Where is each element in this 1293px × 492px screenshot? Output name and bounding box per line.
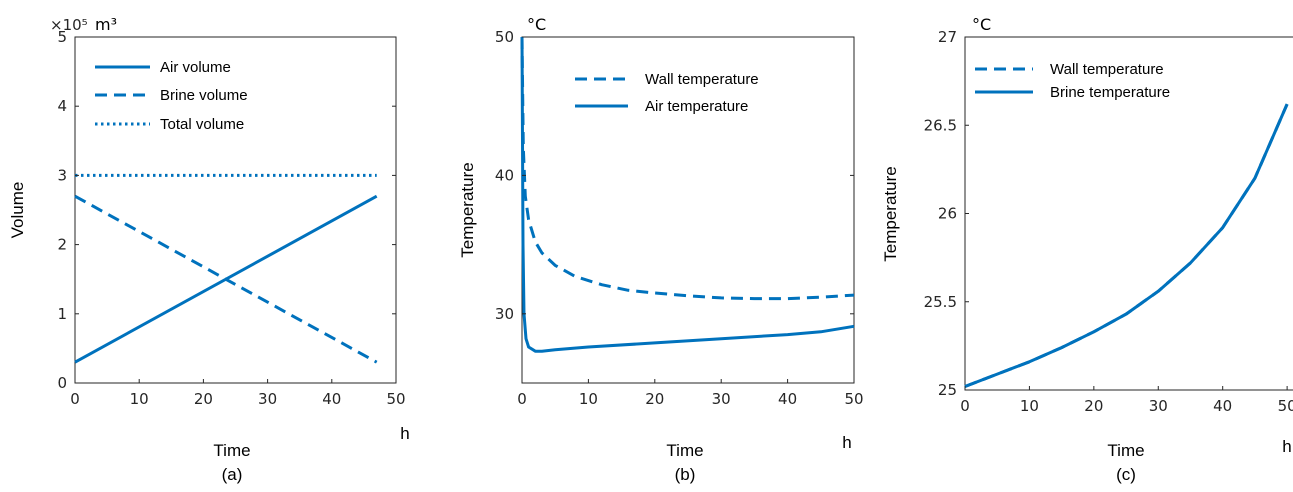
legend-label-brine-temperature: Brine temperature <box>1050 84 1170 101</box>
y-tick-label: 40 <box>495 166 514 184</box>
y-tick-label: 25.5 <box>924 293 957 311</box>
y-axis-label-c: Temperature <box>881 166 900 261</box>
y-tick-label: 2 <box>57 236 67 254</box>
series-line-brine-temperature <box>964 103 1289 388</box>
legend-label-air-volume: Air volume <box>160 59 231 76</box>
panel-label-b: (b) <box>675 465 696 484</box>
panel-label-a: (a) <box>222 465 243 484</box>
x-tick-label: 40 <box>1213 397 1232 415</box>
y-tick-label: 26 <box>938 205 957 223</box>
x-tick-label: 0 <box>960 397 970 415</box>
legend-label-wall-temperature-b: Wall temperature <box>645 71 759 88</box>
y-exponent-a: ×10⁵ <box>50 16 88 34</box>
panel-label-c: (c) <box>1116 465 1136 484</box>
x-unit-c: h <box>1282 437 1291 456</box>
y-unit-b: °C <box>527 15 546 34</box>
legend-label-total-volume: Total volume <box>160 116 244 133</box>
series-line-brine-volume <box>74 194 378 364</box>
y-tick-label: 0 <box>57 374 67 392</box>
legend-label-brine-volume: Brine volume <box>160 87 248 104</box>
x-tick-label: 50 <box>386 390 405 408</box>
legend-label-air-temperature: Air temperature <box>645 98 748 115</box>
x-unit-b: h <box>842 433 851 452</box>
x-axis-label-b: Time <box>666 441 703 460</box>
legend-c: Wall temperature Brine temperature <box>975 61 1170 101</box>
x-tick-label: 10 <box>130 390 149 408</box>
plot-frame-b <box>521 36 855 384</box>
y-tick-label: 4 <box>57 97 67 115</box>
series-line-air-temperature <box>520 36 855 353</box>
series-line-wall-temperature <box>520 36 855 301</box>
series-group-c <box>964 103 1289 388</box>
x-tick-label: 10 <box>579 390 598 408</box>
legend-a: Air volume Brine volume Total volume <box>95 59 248 133</box>
x-tick-label: 30 <box>1149 397 1168 415</box>
x-tick-label: 0 <box>70 390 80 408</box>
panel-c: 0 10 20 30 40 50 25 25.5 26 26.5 27 °C Temperature… <box>881 15 1293 484</box>
y-tick-label: 26.5 <box>924 116 957 134</box>
y-tick-label: 5 <box>57 28 67 46</box>
y-axis-label-a: Volume <box>8 182 27 239</box>
legend-label-wall-temperature-c: Wall temperature <box>1050 61 1164 78</box>
y-tick-label: 27 <box>938 28 957 46</box>
x-tick-label: 40 <box>778 390 797 408</box>
plot-frame-a <box>74 36 397 384</box>
y-axis-label-b: Temperature <box>458 162 477 257</box>
x-unit-a: h <box>400 424 409 443</box>
x-tick-label: 20 <box>645 390 664 408</box>
x-tick-label: 20 <box>194 390 213 408</box>
ticks-b: 0 10 20 30 40 50 30 40 50 <box>495 28 864 408</box>
x-tick-label: 0 <box>517 390 527 408</box>
x-tick-label: 30 <box>258 390 277 408</box>
x-axis-label-a: Time <box>213 441 250 460</box>
ticks-a: 0 10 20 30 40 50 0 1 2 3 4 5 <box>57 28 405 408</box>
ticks-c: 0 10 20 30 40 50 25 25.5 26 26.5 27 <box>924 28 1293 415</box>
series-group-b <box>520 36 855 353</box>
y-tick-label: 1 <box>57 305 67 323</box>
y-unit-a: m³ <box>95 15 117 34</box>
y-tick-label: 50 <box>495 28 514 46</box>
series-group-a <box>74 173 378 364</box>
x-tick-label: 50 <box>844 390 863 408</box>
x-tick-label: 20 <box>1084 397 1103 415</box>
series-line-wall-temperature <box>964 103 1289 388</box>
x-axis-label-c: Time <box>1107 441 1144 460</box>
y-tick-label: 25 <box>938 381 957 399</box>
x-tick-label: 50 <box>1278 397 1293 415</box>
x-tick-label: 40 <box>322 390 341 408</box>
y-unit-c: °C <box>972 15 991 34</box>
x-tick-label: 30 <box>712 390 731 408</box>
legend-b: Wall temperature Air temperature <box>575 71 759 115</box>
y-tick-label: 30 <box>495 305 514 323</box>
x-tick-label: 10 <box>1020 397 1039 415</box>
y-tick-label: 3 <box>57 166 67 184</box>
